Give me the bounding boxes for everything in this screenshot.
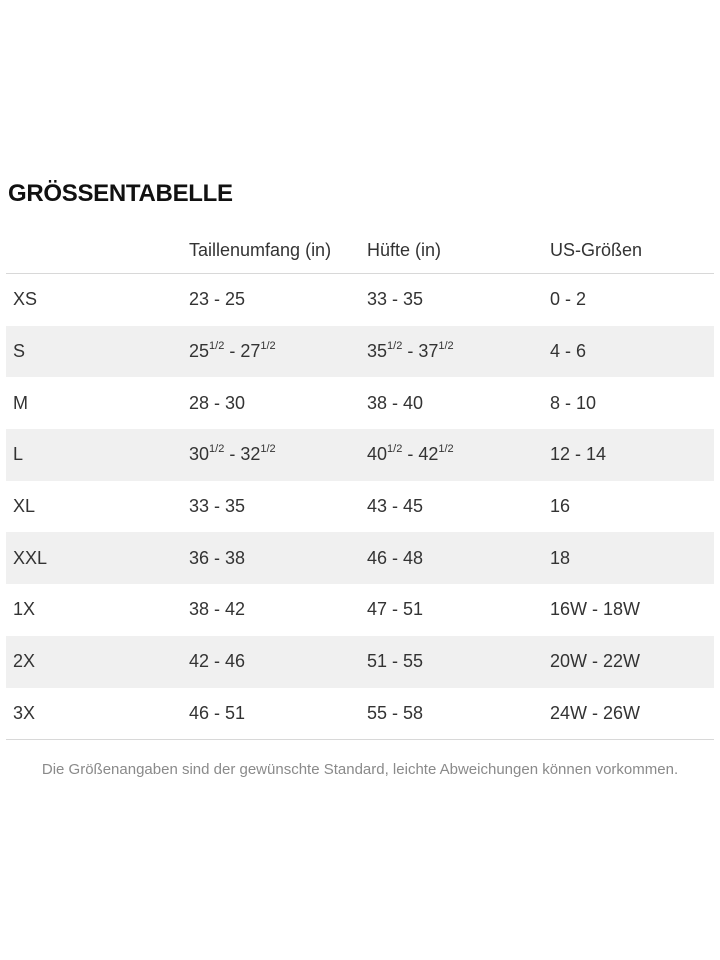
us-size-cell: 16W - 18W [550,599,641,620]
size-cell: 1X [13,599,36,620]
hips-cell: 351/2 - 371/2 [367,340,454,362]
waist-cell: 28 - 30 [189,392,246,413]
table-row: 1X 38 - 42 47 - 51 16W - 18W [6,584,714,636]
table-row: XL 33 - 35 43 - 45 16 [6,481,714,533]
us-size-cell: 20W - 22W [550,651,641,672]
hips-cell: 43 - 45 [367,496,424,517]
table-row: M 28 - 30 38 - 40 8 - 10 [6,377,714,429]
table-header-row: Taillenumfang (in) Hüfte (in) US-Größen [6,228,714,273]
table-row: S 251/2 - 271/2 351/2 - 371/2 4 - 6 [6,325,714,378]
column-header-hips: Hüfte (in) [367,240,442,260]
hips-cell: 55 - 58 [367,702,424,723]
us-size-cell: 12 - 14 [550,444,607,465]
size-cell: L [13,444,24,465]
column-header-waist: Taillenumfang (in) [189,240,332,260]
waist-cell: 36 - 38 [189,547,246,568]
waist-cell: 33 - 35 [189,496,246,517]
size-cell: 3X [13,702,36,723]
hips-cell: 47 - 51 [367,599,424,620]
waist-cell: 23 - 25 [189,289,246,310]
column-header-us-sizes: US-Größen [550,240,643,260]
size-cell: XS [13,289,38,310]
waist-cell: 42 - 46 [189,651,246,672]
size-table: Taillenumfang (in) Hüfte (in) US-Größen … [6,228,714,741]
footnote: Die Größenangaben sind der gewünschte St… [41,761,679,778]
hips-cell: 46 - 48 [367,547,424,568]
hips-cell: 33 - 35 [367,289,424,310]
table-row: 2X 42 - 46 51 - 55 20W - 22W [6,635,714,688]
hips-cell: 51 - 55 [367,651,424,672]
size-cell: XXL [13,547,48,568]
table-row: XXL 36 - 38 46 - 48 18 [6,532,714,585]
us-size-cell: 18 [550,547,571,568]
table-row: XS 23 - 25 33 - 35 0 - 2 [6,274,714,326]
waist-cell: 251/2 - 271/2 [189,340,276,362]
hips-cell: 401/2 - 421/2 [367,443,454,465]
us-size-cell: 24W - 26W [550,702,641,723]
us-size-cell: 0 - 2 [550,289,587,310]
size-cell: M [13,392,28,413]
waist-cell: 46 - 51 [189,702,246,723]
page-title: GRÖSSENTABELLE [8,180,233,207]
us-size-cell: 4 - 6 [550,341,587,362]
us-size-cell: 8 - 10 [550,392,597,413]
waist-cell: 38 - 42 [189,599,246,620]
table-row: 3X 46 - 51 55 - 58 24W - 26W [6,688,714,740]
table-row: L 301/2 - 321/2 401/2 - 421/2 12 - 14 [6,429,714,481]
us-size-cell: 16 [550,496,571,517]
size-cell: 2X [13,651,36,672]
waist-cell: 301/2 - 321/2 [189,443,276,465]
table-body: XS 23 - 25 33 - 35 0 - 2 S 251/2 - 271/2… [6,273,714,741]
hips-cell: 38 - 40 [367,392,424,413]
size-cell: XL [13,496,36,517]
size-cell: S [13,341,26,362]
